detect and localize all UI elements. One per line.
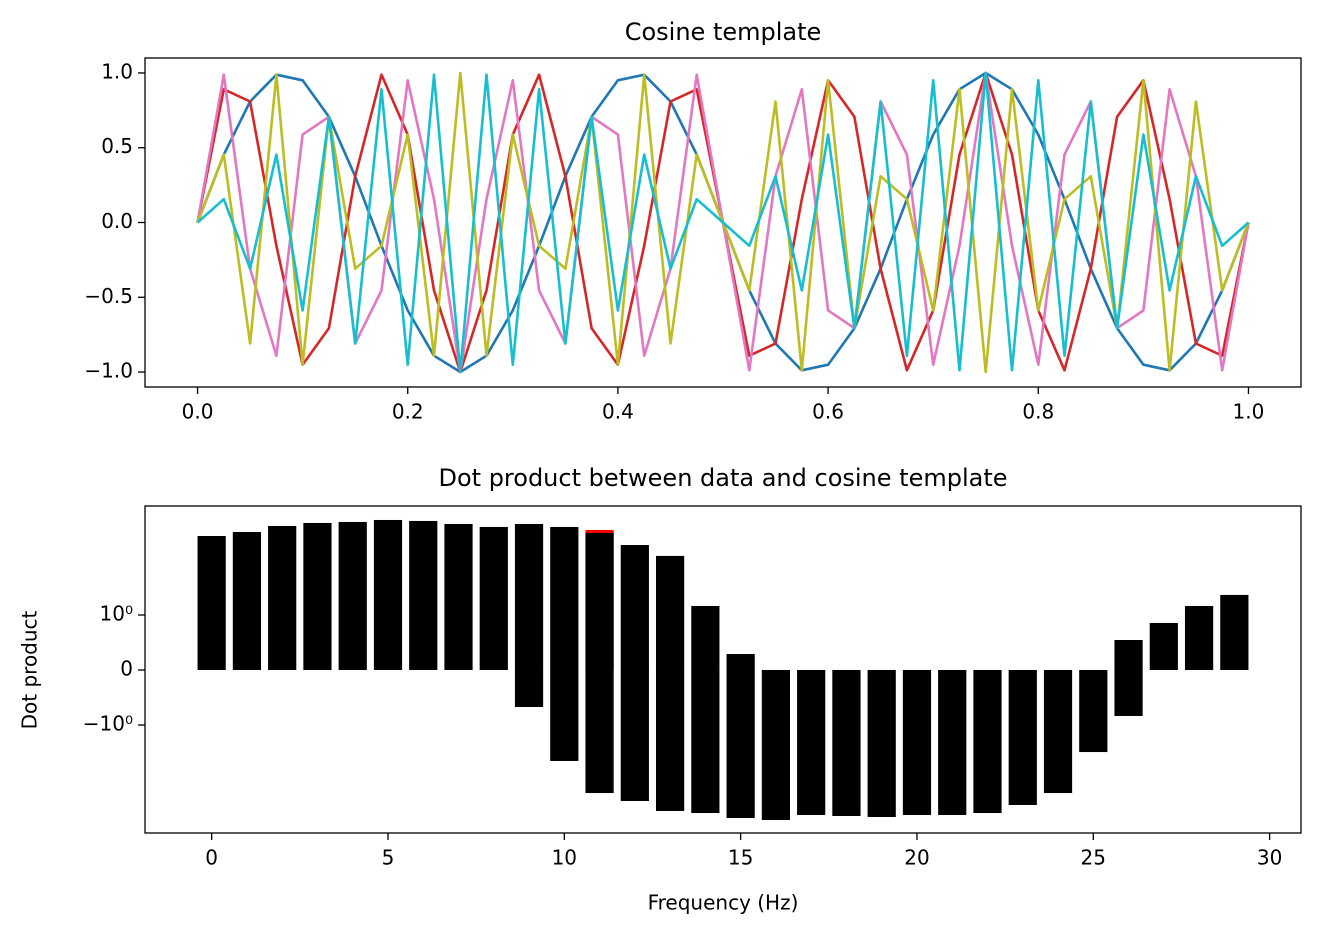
x-tick-label: 0.8 xyxy=(1022,400,1054,424)
bar xyxy=(1184,605,1214,670)
bar xyxy=(338,521,367,670)
bar xyxy=(479,526,508,670)
y-tick-label: 10⁰ xyxy=(100,601,133,625)
y-tick-label: 0.0 xyxy=(101,209,133,233)
bar xyxy=(514,669,544,708)
bar xyxy=(373,519,403,670)
bar xyxy=(1114,640,1143,670)
bar xyxy=(444,523,473,670)
x-tick-label: 0.4 xyxy=(602,400,634,424)
bar xyxy=(655,669,685,811)
x-axis-label: Frequency (Hz) xyxy=(648,891,799,915)
bar xyxy=(867,669,896,817)
bar xyxy=(303,522,332,670)
bar xyxy=(797,669,826,815)
y-tick-label: −0.5 xyxy=(84,284,133,308)
bar xyxy=(726,654,755,670)
bar xyxy=(726,669,755,819)
x-tick-label: 0.2 xyxy=(392,400,424,424)
bar xyxy=(1149,622,1178,670)
bar xyxy=(1079,669,1108,753)
chart-title: Cosine template xyxy=(625,18,822,46)
y-tick-label: −1.0 xyxy=(84,359,133,383)
x-tick-label: 1.0 xyxy=(1233,400,1265,424)
bar xyxy=(585,669,614,794)
y-axis-label: Dot product xyxy=(18,610,42,729)
bar xyxy=(973,669,1002,814)
x-tick-label: 15 xyxy=(728,846,753,870)
bar xyxy=(1220,594,1249,670)
y-tick-label: 1.0 xyxy=(101,59,133,83)
bar xyxy=(691,669,720,814)
x-tick-label: 0.0 xyxy=(182,400,214,424)
bar xyxy=(691,605,720,670)
line xyxy=(196,71,1250,374)
bar xyxy=(902,669,932,815)
bar xyxy=(938,669,967,815)
bar xyxy=(1043,669,1073,794)
bar xyxy=(268,525,297,670)
bar xyxy=(655,555,685,670)
bar xyxy=(620,669,649,801)
bar xyxy=(514,523,544,670)
bar xyxy=(761,669,791,820)
bar xyxy=(832,669,861,816)
y-tick-label: −10⁰ xyxy=(83,711,133,735)
x-tick-label: 0 xyxy=(205,846,218,870)
bar xyxy=(550,526,579,670)
bar xyxy=(620,545,649,670)
bar xyxy=(1114,669,1143,716)
x-tick-label: 25 xyxy=(1081,846,1106,870)
bar xyxy=(232,531,262,670)
x-tick-label: 10 xyxy=(552,846,577,870)
bar xyxy=(550,669,579,761)
x-tick-label: 20 xyxy=(904,846,929,870)
y-tick-label: 0 xyxy=(120,656,133,680)
x-tick-label: 30 xyxy=(1257,846,1282,870)
chart-title: Dot product between data and cosine temp… xyxy=(438,464,1007,492)
x-tick-label: 0.6 xyxy=(812,400,844,424)
x-tick-label: 5 xyxy=(382,846,395,870)
bar xyxy=(585,532,614,670)
bar xyxy=(409,520,438,670)
bar xyxy=(197,535,226,670)
bar xyxy=(1008,669,1037,805)
y-tick-label: 0.5 xyxy=(101,134,133,158)
